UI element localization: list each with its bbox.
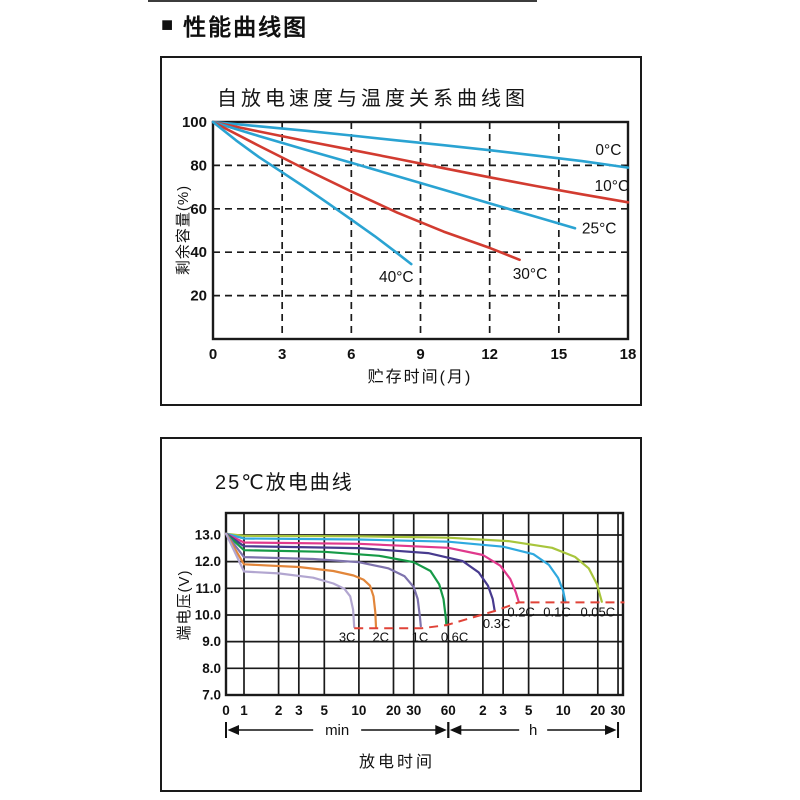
discharge-curves-panel: 25℃放电曲线 0.05C 0.1C 0.2C 0.3C 0.6C 1C 2C 3C 0 1 2 3 5… [160, 437, 642, 792]
chart2-xtick: 20 [590, 703, 605, 718]
chart2-xtick: 30 [406, 703, 421, 718]
chart1-xlabel: 贮存时间(月) [368, 368, 473, 386]
chart1-xtick: 9 [416, 346, 424, 363]
series-label-2C: 2C [372, 630, 389, 645]
discharge-curves-title: 25℃放电曲线 [215, 472, 354, 494]
chart2-xtick: 3 [499, 703, 507, 718]
chart2-ytick: 9.0 [202, 634, 221, 649]
chart2-series: 0.05C 0.1C 0.2C0.3C 0.6C 1C 2C 3C [224, 532, 625, 645]
chart1-ytick: 40 [190, 244, 207, 261]
chart1-xtick: 15 [550, 346, 567, 363]
chart1-series: 0°C 10°C 25°C 30°C 40°C [211, 120, 630, 286]
chart1-ytick: 100 [182, 114, 207, 131]
chart1-xtick: 6 [347, 346, 355, 363]
chart1-plot-border [211, 120, 630, 341]
chart2-plot-border [224, 511, 625, 697]
series-0.6C [224, 532, 448, 627]
series-label-0.05C: 0.05C [580, 604, 615, 619]
series-label-0.2C: 0.2C [507, 604, 534, 619]
chart2-xtick: 2 [479, 703, 487, 718]
self-discharge-chart: 0°C 10°C 25°C 30°C 40°C 0 3 6 9 12 15 18 20 40 60 80 100… [174, 114, 636, 386]
chart2-xtick: 5 [525, 703, 533, 718]
chart1-xtick: 12 [481, 346, 498, 363]
chart2-ytick: 10.0 [195, 607, 221, 622]
chart1-xtick: 0 [209, 346, 217, 363]
cutoff-voltage-dashed-line [354, 601, 625, 630]
chart2-ytick: 8.0 [202, 661, 221, 676]
series-25°C [211, 120, 577, 230]
chart2-ytick: 12.0 [195, 554, 221, 569]
series-label-0.6C: 0.6C [441, 630, 468, 645]
chart1-ytick: 60 [190, 201, 207, 218]
chart1-ytick: 20 [190, 288, 207, 305]
series-label-3C: 3C [339, 630, 356, 645]
series-label-40°C: 40°C [379, 269, 414, 286]
chart2-xtick: 5 [321, 703, 329, 718]
chart2-xtick: 30 [611, 703, 626, 718]
series-1C [224, 532, 422, 628]
chart2-ytick: 13.0 [195, 528, 221, 543]
chart2-xtick: 0 [222, 703, 230, 718]
series-label-25°C: 25°C [582, 220, 617, 237]
series-0.05C [224, 532, 603, 603]
cropped-top-edge-line [148, 0, 537, 2]
chart1-xtick: 3 [278, 346, 286, 363]
chart1-ylabel: 剩余容量(%) [174, 185, 192, 275]
self-discharge-chart-panel: 自放电速度与温度关系曲线图 0°C 10°C 25°C 30°C 40°C 0 3 6 9 12 1… [160, 56, 642, 406]
chart1-ytick: 80 [190, 157, 207, 174]
chart2-xtick: 60 [441, 703, 456, 718]
chart2-xtick: 10 [556, 703, 571, 718]
series-40°C [211, 120, 413, 266]
section-marker-icon: ■ [161, 14, 176, 36]
chart1-grid [213, 122, 628, 339]
chart2-xlabel: 放电时间 [359, 753, 435, 771]
series-30°C [211, 120, 521, 262]
chart2-xtick: 10 [351, 703, 366, 718]
series-label-0.3C: 0.3C [483, 616, 510, 631]
chart2-unit-spans: min h [225, 722, 620, 739]
series-label-30°C: 30°C [513, 266, 548, 283]
unit-span-label-min: min [325, 722, 349, 739]
series-label-10°C: 10°C [595, 178, 630, 195]
series-0°C [211, 120, 630, 169]
self-discharge-chart-title: 自放电速度与温度关系曲线图 [217, 88, 529, 110]
series-3C [224, 532, 356, 629]
chart2-xtick: 3 [295, 703, 303, 718]
series-0.3C [224, 532, 496, 613]
section-title-text: 性能曲线图 [183, 14, 309, 40]
chart2-xtick: 20 [386, 703, 401, 718]
chart2-xtick: 1 [240, 703, 248, 718]
chart2-ytick: 7.0 [202, 687, 221, 702]
series-label-0.1C: 0.1C [543, 604, 570, 619]
section-title: ■ 性能曲线图 [161, 8, 308, 42]
unit-span-label-h: h [529, 722, 537, 739]
series-0.1C [224, 532, 567, 604]
chart2-xtick: 2 [275, 703, 283, 718]
chart1-xtick: 18 [620, 346, 637, 363]
series-label-0°C: 0°C [595, 142, 621, 159]
chart2-ylabel: 端电压(V) [176, 570, 193, 641]
chart2-ytick: 11.0 [195, 581, 221, 596]
series-0.2C [224, 532, 520, 603]
chart1-axes-text: 0 3 6 9 12 15 18 20 40 60 80 100 贮存时间(月) 剩余容量(%) [174, 114, 636, 386]
series-label-1C: 1C [412, 630, 429, 645]
series-10°C [211, 120, 630, 204]
chart2-axes-text: 0 1 2 3 5 10 20 30 60 2 3 5 10 20 307.08.09.010.011.01… [176, 528, 626, 772]
series-2C [224, 532, 378, 629]
